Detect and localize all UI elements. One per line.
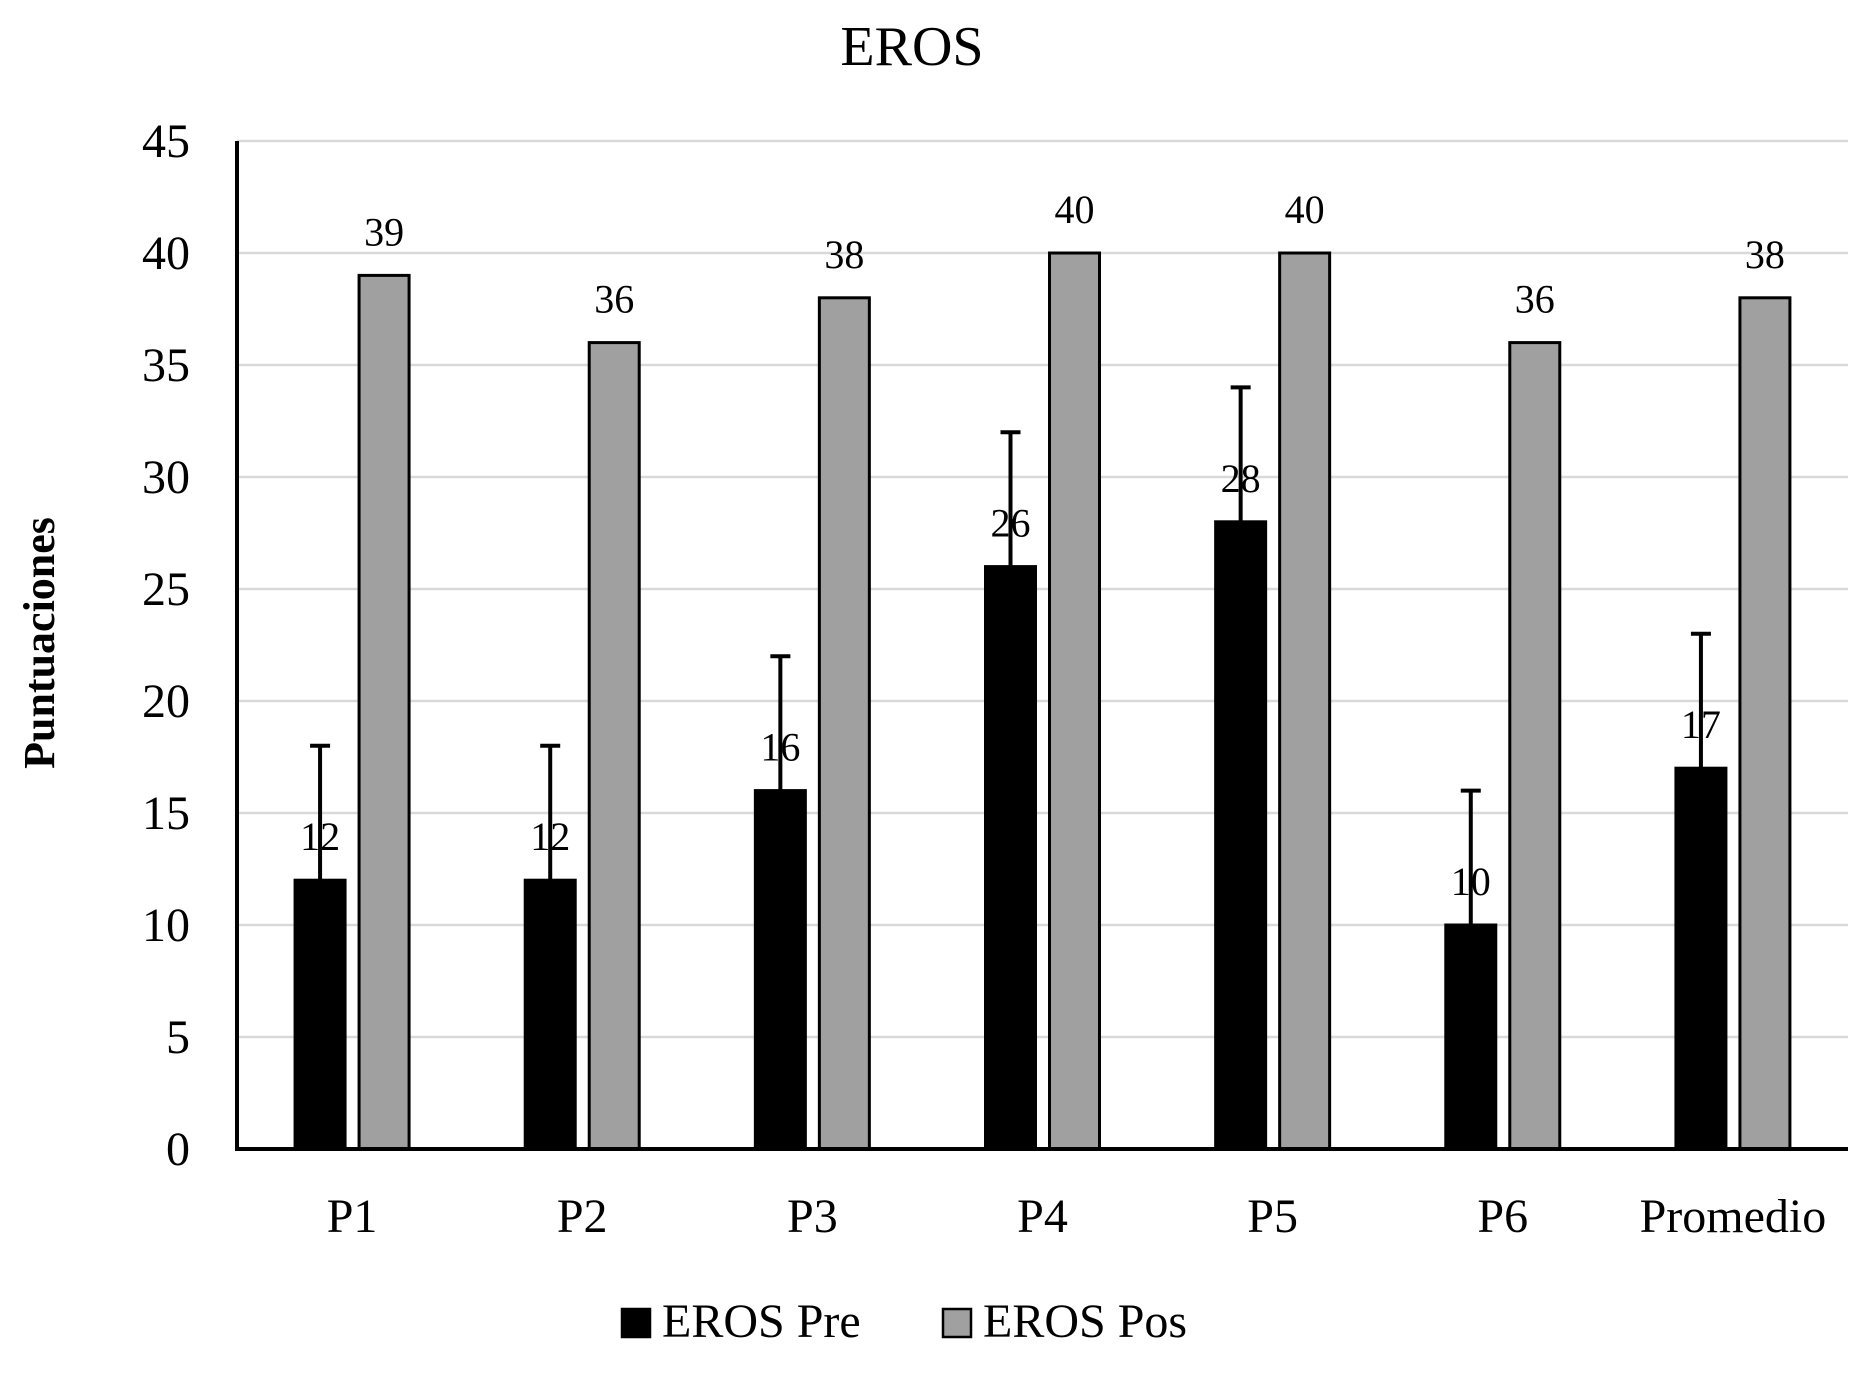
data-label-eros-pre: 28	[1221, 456, 1261, 501]
data-label-eros-pos: 39	[364, 209, 404, 254]
x-tick-label: P4	[1017, 1190, 1068, 1243]
bar-eros-pre	[523, 878, 577, 1151]
y-tick-label: 15	[142, 787, 190, 840]
x-tick-label: P1	[327, 1190, 378, 1243]
data-label-eros-pos: 40	[1285, 187, 1325, 232]
x-tick-label: P2	[557, 1190, 608, 1243]
bar-eros-pre	[984, 565, 1037, 1151]
x-tick-labels: P1 P2 P3 P4 P5 P6 Promedio	[327, 1190, 1827, 1243]
chart-title: EROS	[840, 16, 983, 78]
y-tick-labels: 0 5 10 15 20 25 30 35 40 45	[142, 115, 190, 1176]
data-label-eros-pos: 40	[1055, 187, 1095, 232]
x-tick-label: Promedio	[1640, 1190, 1827, 1243]
legend-label-eros-pre: EROS Pre	[662, 1295, 861, 1348]
y-tick-label: 25	[142, 563, 190, 616]
legend-label-eros-pos: EROS Pos	[983, 1295, 1187, 1348]
error-bars	[310, 385, 1711, 925]
x-tick-label: P6	[1477, 1190, 1528, 1243]
bars	[293, 251, 1792, 1151]
data-label-eros-pre: 12	[530, 814, 570, 859]
axes	[235, 141, 1848, 1151]
y-tick-label: 20	[142, 675, 190, 728]
data-label-eros-pre: 12	[300, 814, 340, 859]
bar-eros-pre	[753, 789, 807, 1151]
data-label-eros-pos: 38	[824, 232, 864, 277]
bar-eros-pos	[817, 296, 871, 1151]
y-tick-label: 0	[166, 1123, 190, 1176]
legend: EROS Pre EROS Pos	[620, 1295, 1187, 1348]
data-labels: 12 39 12 36 16 38 26 40 28 40 10 36 17 38	[300, 187, 1785, 904]
y-tick-label: 40	[142, 227, 190, 280]
x-tick-label: P5	[1247, 1190, 1298, 1243]
bar-eros-pos	[357, 273, 411, 1151]
y-axis-label: Puntuaciones	[15, 517, 64, 769]
data-label-eros-pos: 36	[1515, 277, 1555, 322]
y-tick-label: 10	[142, 899, 190, 952]
bar-eros-pos	[1508, 341, 1562, 1151]
legend-swatch-eros-pre	[620, 1307, 652, 1339]
data-label-eros-pos: 36	[594, 277, 634, 322]
data-label-eros-pre: 26	[991, 501, 1031, 546]
y-tick-label: 5	[166, 1011, 190, 1064]
y-tick-label: 35	[142, 339, 190, 392]
bar-eros-pos	[1048, 251, 1101, 1151]
bar-eros-pre	[293, 878, 347, 1151]
data-label-eros-pre: 10	[1451, 859, 1491, 904]
data-label-eros-pre: 17	[1681, 702, 1721, 747]
bar-eros-pre	[1674, 766, 1728, 1151]
data-label-eros-pre: 16	[760, 725, 800, 770]
x-tick-label: P3	[787, 1190, 838, 1243]
gridlines	[237, 139, 1848, 1039]
y-tick-label: 30	[142, 451, 190, 504]
y-tick-label: 45	[142, 115, 190, 168]
legend-swatch-eros-pos	[941, 1307, 973, 1339]
bar-eros-pre	[1444, 923, 1498, 1151]
bar-eros-pos	[1278, 251, 1332, 1151]
bar-eros-pre	[1214, 520, 1268, 1151]
bar-eros-pos	[1738, 296, 1792, 1151]
bar-eros-pos	[587, 341, 641, 1151]
data-label-eros-pos: 38	[1745, 232, 1785, 277]
